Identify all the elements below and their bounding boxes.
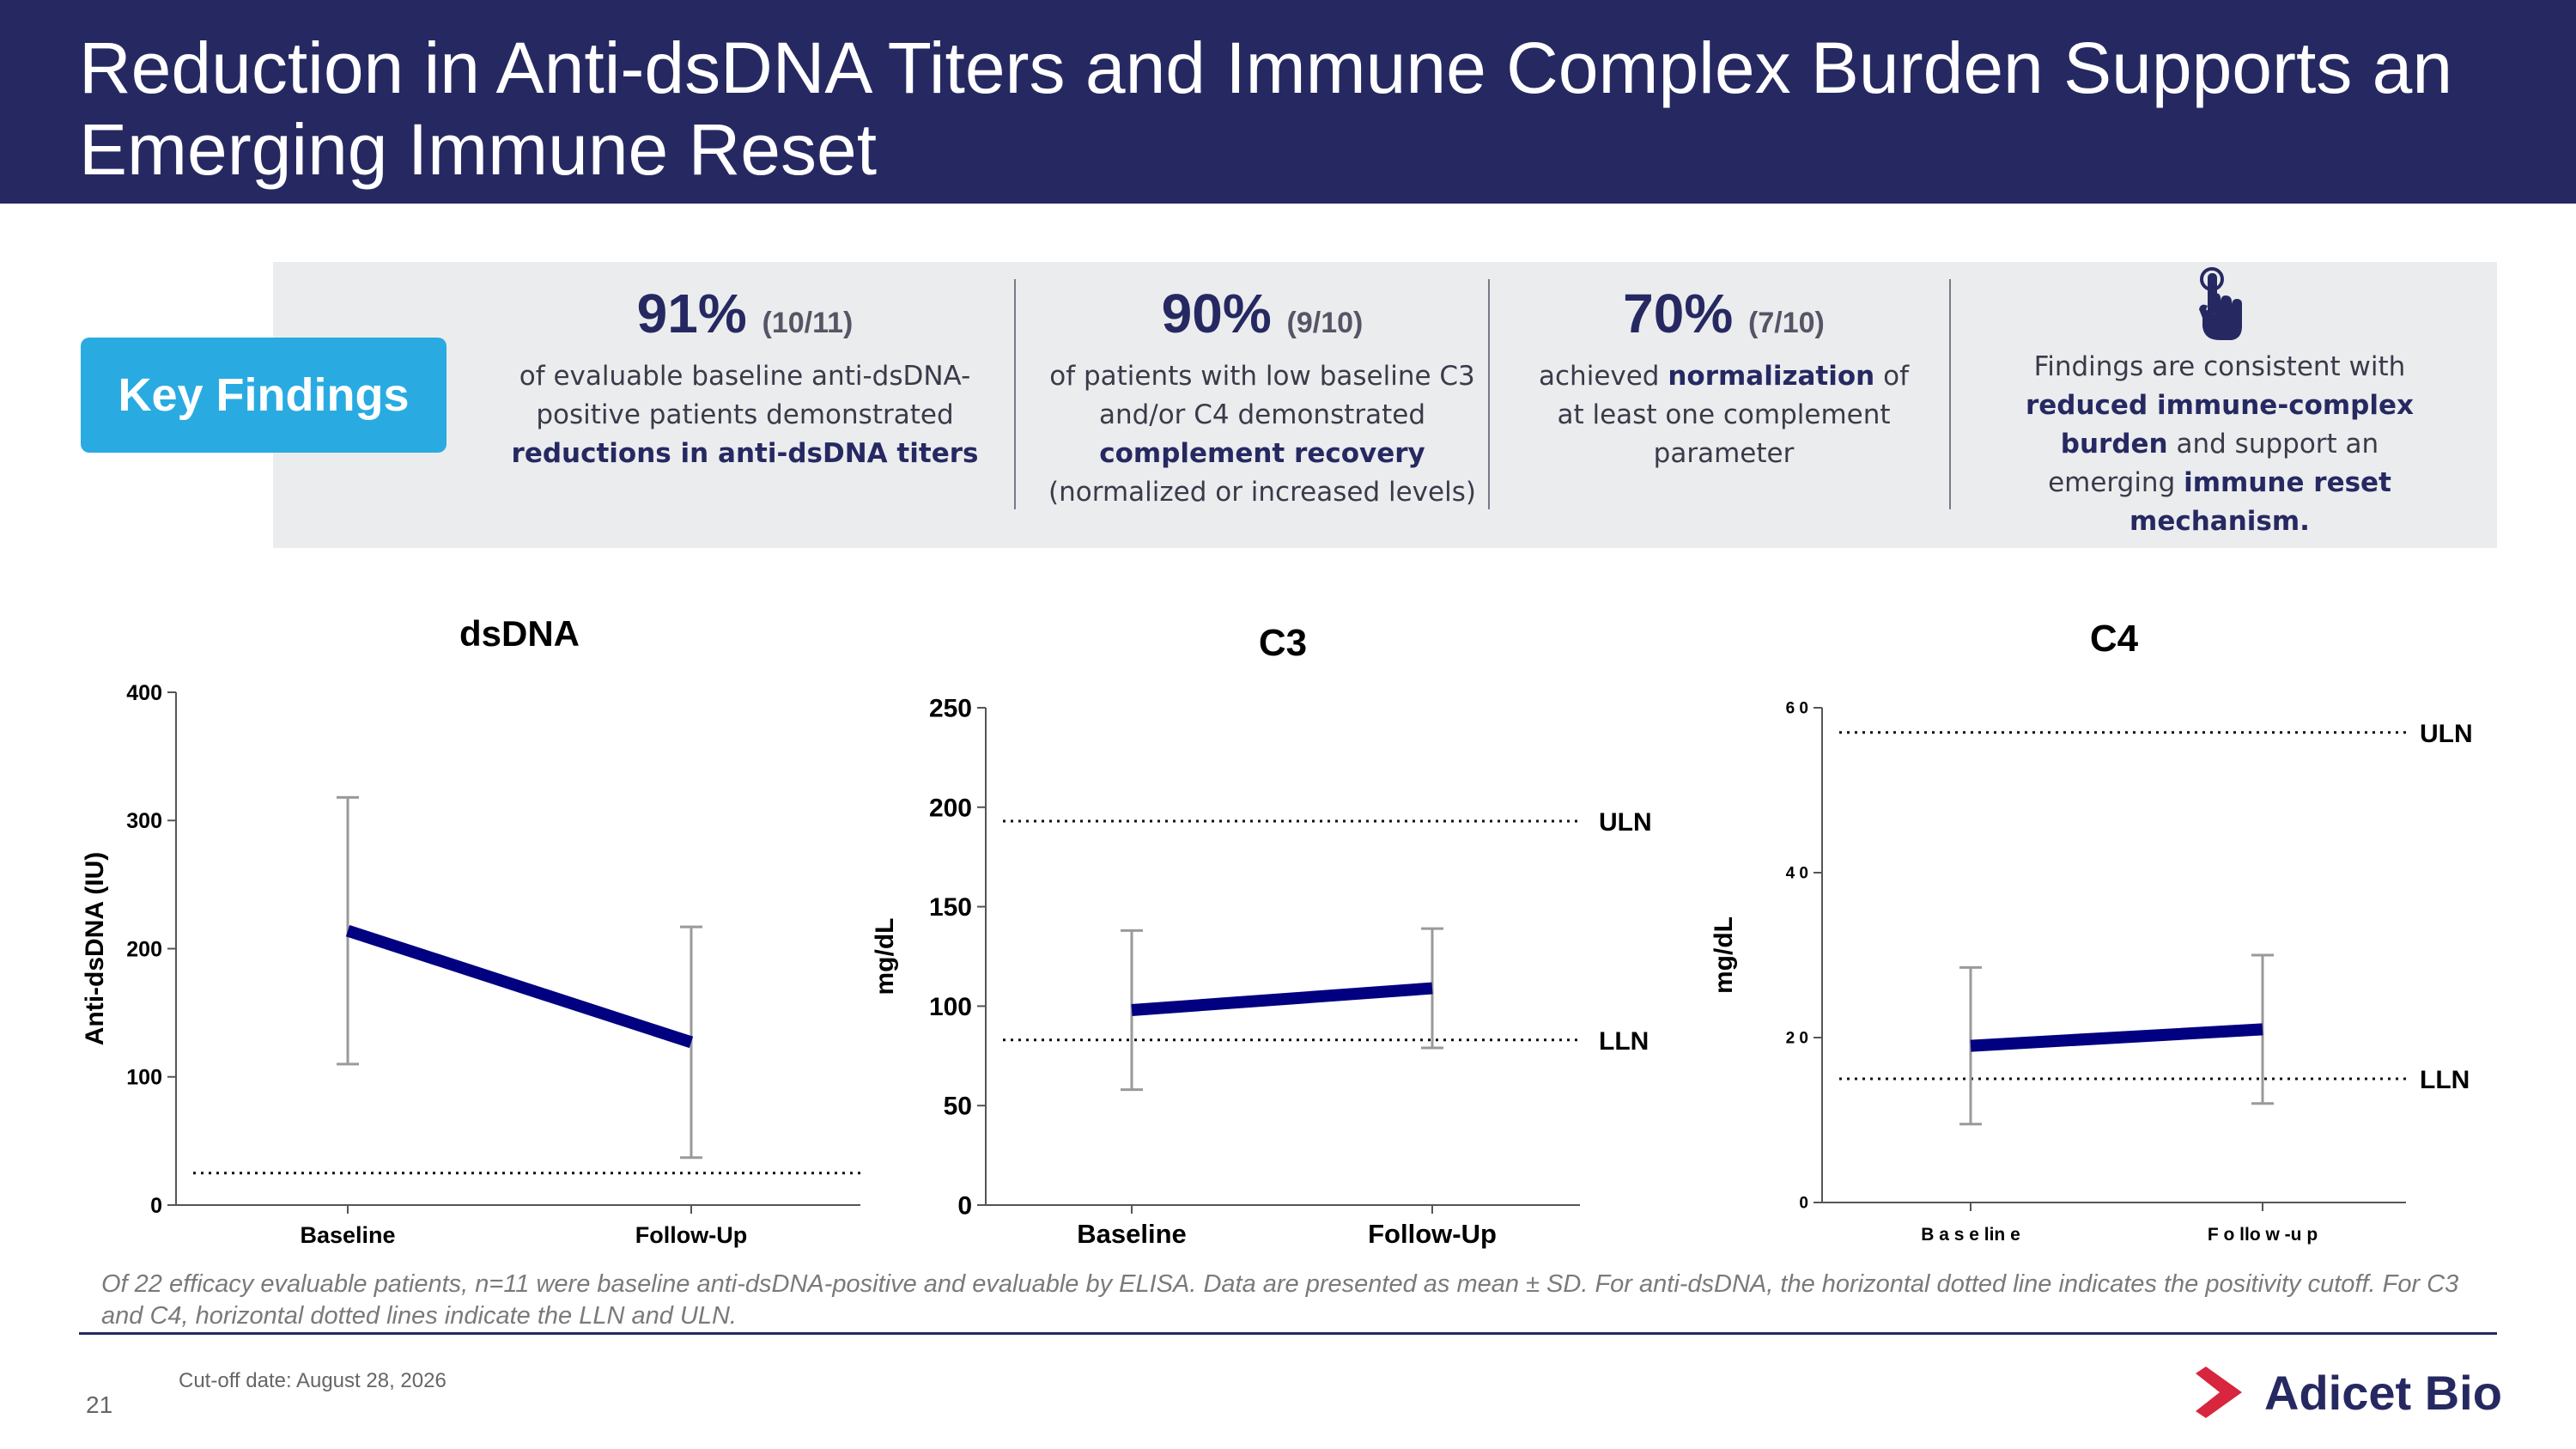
header-bar — [0, 0, 2576, 204]
y-axis-label: mg/dL — [1710, 916, 1738, 994]
finding-card: 70% (7/10) achieved normalization of at l… — [1511, 279, 1936, 473]
y-tick-label: 300 — [126, 809, 162, 833]
logo-text: Adicet Bio — [2264, 1366, 2502, 1420]
reference-line-label: ULN — [1599, 808, 1652, 837]
reference-line-label: LLN — [2420, 1066, 2470, 1094]
reference-line-label: ULN — [2420, 720, 2473, 748]
finding-percent: 91% — [636, 283, 747, 344]
findings-panel — [273, 262, 2497, 548]
series-line — [1970, 1023, 2263, 1052]
chart-title: C3 — [1259, 622, 1307, 664]
y-axis-label: Anti-dsDNA (IU) — [81, 852, 109, 1046]
footer-rule — [79, 1332, 2497, 1335]
y-tick-label: 4 0 — [1786, 865, 1808, 883]
y-tick-label: 0 — [150, 1194, 162, 1218]
consistent-findings: Findings are consistent with reduced immu… — [1979, 348, 2460, 541]
x-tick-label: Follow-Up — [1368, 1219, 1497, 1249]
finding-percent: 90% — [1161, 283, 1272, 344]
series-line — [345, 924, 694, 1049]
y-tick-label: 100 — [126, 1066, 162, 1090]
finding-text: of evaluable baseline anti-dsDNA-positiv… — [511, 361, 979, 469]
y-tick-label: 200 — [126, 937, 162, 961]
reference-line-label: LLN — [1599, 1027, 1649, 1056]
y-axis-label: mg/dL — [871, 918, 899, 995]
series-line — [1131, 982, 1433, 1017]
x-tick-label: Baseline — [1077, 1219, 1187, 1249]
chart-title: C4 — [2090, 618, 2139, 660]
adicet-bio-logo: Adicet Bio — [2196, 1366, 2502, 1420]
divider — [1014, 279, 1016, 509]
y-tick-label: 250 — [929, 695, 972, 723]
hand-pointer-icon — [2199, 267, 2242, 340]
y-tick-label: 6 0 — [1786, 700, 1808, 718]
y-tick-label: 50 — [944, 1093, 972, 1121]
slide-title: Reduction in Anti-dsDNA Titers and Immun… — [79, 27, 2453, 190]
y-tick-label: 2 0 — [1786, 1030, 1808, 1048]
y-tick-label: 200 — [929, 794, 972, 822]
x-tick-label: F o llo w -u p — [2208, 1225, 2318, 1245]
divider — [1488, 279, 1490, 509]
x-tick-label: Follow-Up — [635, 1222, 747, 1248]
finding-text: achieved normalization of at least one co… — [1539, 361, 1909, 469]
cutoff-date: Cut-off date: August 28, 2026 — [179, 1369, 447, 1392]
finding-card: 90% (9/10) of patients with low baseline… — [1030, 279, 1494, 512]
chart-title: dsDNA — [459, 613, 580, 654]
y-tick-label: 150 — [929, 893, 972, 922]
x-tick-label: B a s e lin e — [1921, 1225, 2020, 1245]
y-tick-label: 100 — [929, 993, 972, 1021]
y-tick-label: 0 — [1799, 1195, 1808, 1213]
finding-text: Findings are consistent with reduced immu… — [2025, 351, 2415, 537]
finding-card: 91% (10/11) of evaluable baseline anti-d… — [494, 279, 996, 473]
finding-percent: 70% — [1623, 283, 1734, 344]
key-findings-badge: Key Findings — [81, 338, 447, 453]
page-number: 21 — [86, 1391, 113, 1418]
finding-count: (7/10) — [1748, 307, 1825, 339]
footnote: Of 22 efficacy evaluable patients, n=11 … — [101, 1270, 2459, 1330]
y-tick-label: 400 — [126, 681, 162, 705]
divider — [1949, 279, 1951, 509]
finding-count: (10/11) — [762, 307, 854, 339]
y-tick-label: 0 — [957, 1192, 972, 1221]
x-tick-label: Baseline — [300, 1222, 395, 1248]
finding-count: (9/10) — [1286, 307, 1364, 339]
finding-text: of patients with low baseline C3 and/or C… — [1048, 361, 1476, 508]
